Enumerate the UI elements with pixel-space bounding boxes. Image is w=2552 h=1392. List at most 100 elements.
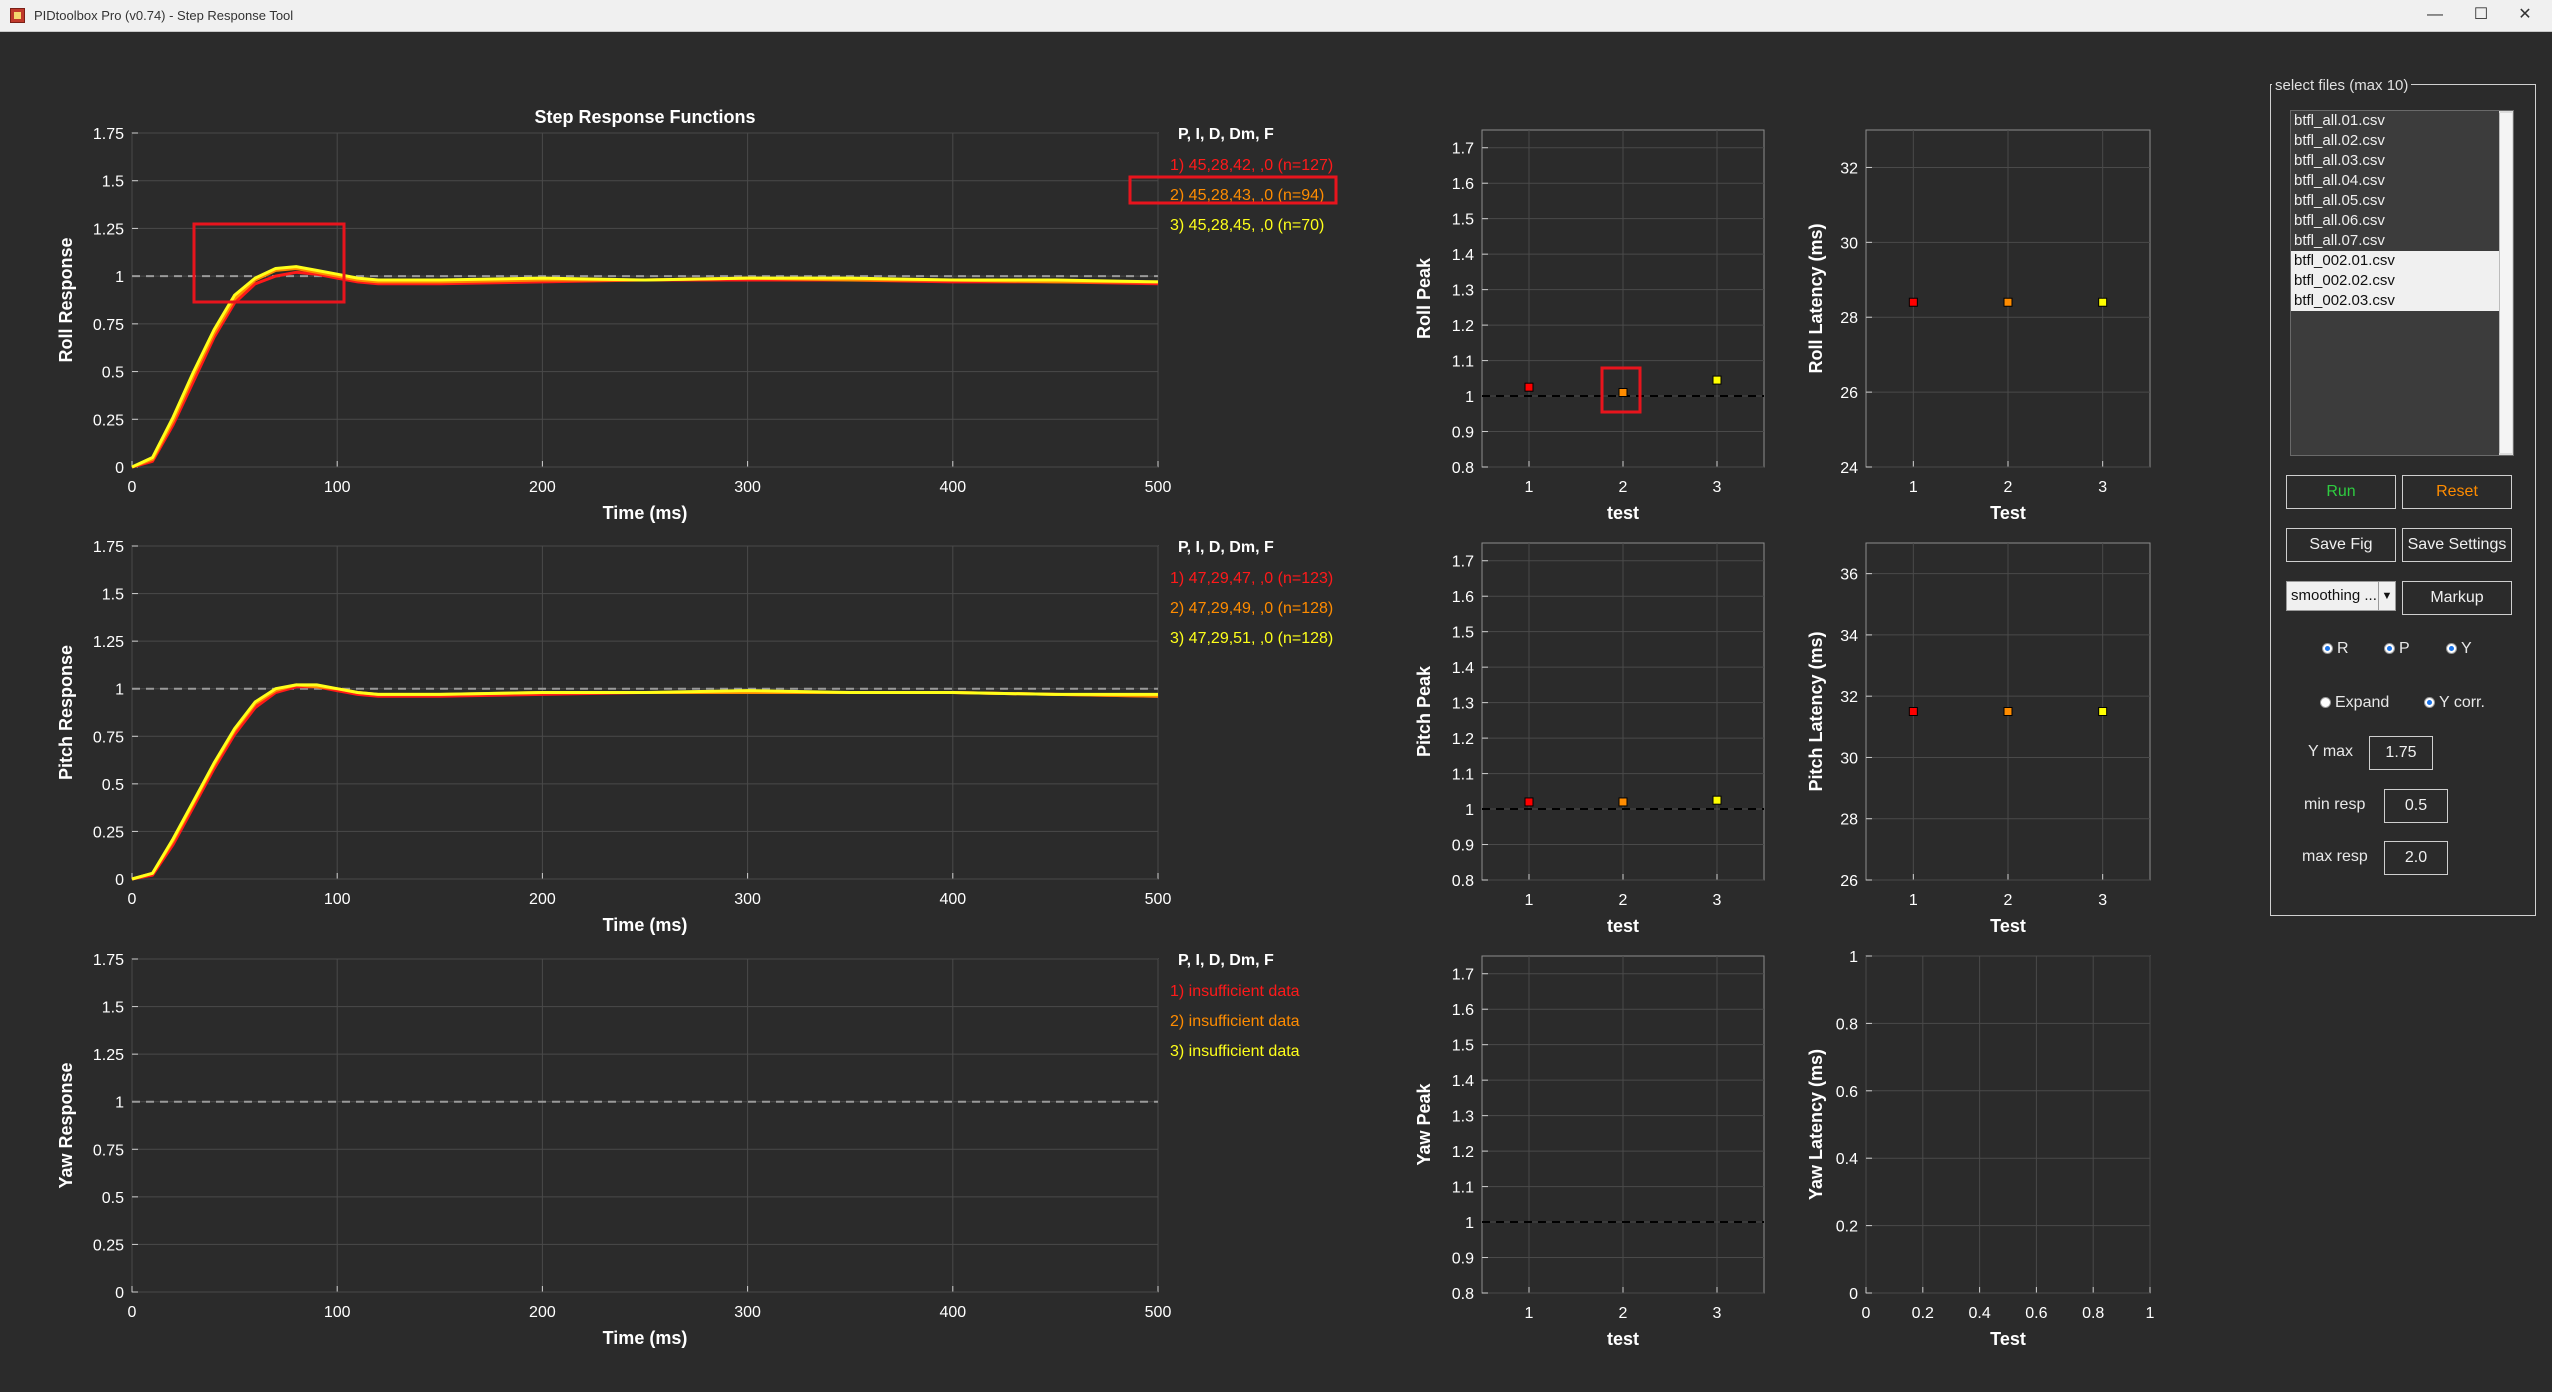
x-tick-label: 1 xyxy=(1525,479,1534,496)
y-tick-label: 0 xyxy=(115,1285,124,1302)
y-tick-label: 1.4 xyxy=(1452,247,1474,264)
legend-entry-3: 3) 47,29,51, ,0 (n=128) xyxy=(1170,630,1333,647)
x-axis-label: test xyxy=(1607,1329,1639,1349)
panel-title: select files (max 10) xyxy=(2272,77,2412,94)
y-tick-label: 0.8 xyxy=(1452,460,1474,477)
y-tick-label: 1 xyxy=(1465,802,1474,819)
y-tick-label: 1 xyxy=(1465,389,1474,406)
title-bar: PIDtoolbox Pro (v0.74) - Step Response T… xyxy=(0,0,2552,32)
file-list-item[interactable]: btfl_all.02.csv xyxy=(2294,132,2385,149)
file-list-item[interactable]: btfl_002.03.csv xyxy=(2291,291,2513,311)
y-tick-label: 0.8 xyxy=(1836,1016,1858,1033)
max-resp-input[interactable]: 2.0 xyxy=(2384,841,2448,875)
y-tick-label: 34 xyxy=(1840,628,1858,645)
plot-area xyxy=(1865,955,2151,1294)
x-tick-label: 1 xyxy=(2146,1305,2155,1322)
data-marker-2 xyxy=(2003,297,2013,307)
x-tick-label: 0.8 xyxy=(2082,1305,2104,1322)
reset-button[interactable]: Reset xyxy=(2402,475,2512,509)
file-list-item[interactable]: btfl_all.01.csv xyxy=(2294,112,2385,129)
expand-checkbox[interactable]: Expand xyxy=(2320,694,2389,712)
x-tick-label: 200 xyxy=(529,479,556,496)
run-button[interactable]: Run xyxy=(2286,475,2396,509)
x-axis-label: Test xyxy=(1990,1329,2026,1349)
file-list[interactable]: btfl_all.01.csv btfl_all.02.csv btfl_all.0… xyxy=(2290,110,2514,456)
file-list-item[interactable]: btfl_002.01.csv xyxy=(2291,251,2513,271)
min-resp-input[interactable]: 0.5 xyxy=(2384,789,2448,823)
chevron-down-icon[interactable]: ▼ xyxy=(2378,582,2395,610)
response-curve-3 xyxy=(131,683,1158,881)
radio-r-dot[interactable] xyxy=(2322,643,2333,654)
expand-dot[interactable] xyxy=(2320,697,2331,708)
data-marker-1 xyxy=(1524,382,1534,392)
y-tick-label: 1.75 xyxy=(93,952,124,969)
ymax-input[interactable]: 1.75 xyxy=(2369,736,2433,770)
legend-header: P, I, D, Dm, F xyxy=(1178,952,1274,969)
x-tick-label: 100 xyxy=(324,479,351,496)
x-tick-label: 2 xyxy=(1619,479,1628,496)
minimize-button[interactable]: — xyxy=(2427,6,2443,23)
x-tick-label: 0.2 xyxy=(1912,1305,1934,1322)
radio-p[interactable]: P xyxy=(2384,640,2410,658)
x-axis-label: test xyxy=(1607,503,1639,523)
x-axis-label: Time (ms) xyxy=(603,1328,688,1348)
y-tick-label: 1 xyxy=(115,1095,124,1112)
legend-header: P, I, D, Dm, F xyxy=(1178,539,1274,556)
y-tick-label: 32 xyxy=(1840,160,1858,177)
legend-entry-2: 2) insufficient data xyxy=(1170,1013,1300,1030)
save-settings-button[interactable]: Save Settings xyxy=(2402,528,2512,562)
plot-area xyxy=(131,545,1159,880)
y-tick-label: 0.8 xyxy=(1452,873,1474,890)
scroll-thumb[interactable] xyxy=(2499,113,2512,453)
save-fig-button[interactable]: Save Fig xyxy=(2286,528,2396,562)
file-list-item[interactable]: btfl_all.04.csv xyxy=(2294,172,2385,189)
max-resp-label: max resp xyxy=(2302,848,2368,865)
file-list-item[interactable]: btfl_all.03.csv xyxy=(2294,152,2385,169)
markup-box-overshoot xyxy=(192,222,346,304)
y-tick-label: 0.75 xyxy=(93,317,124,334)
data-marker-1 xyxy=(1908,707,1918,716)
ycorr-dot[interactable] xyxy=(2424,697,2435,708)
radio-r[interactable]: R xyxy=(2322,640,2349,658)
y-tick-label: 28 xyxy=(1840,310,1858,327)
y-tick-label: 0 xyxy=(115,460,124,477)
y-tick-label: 1.2 xyxy=(1452,1144,1474,1161)
y-tick-label: 1.7 xyxy=(1452,141,1474,158)
min-resp-label: min resp xyxy=(2304,796,2366,813)
radio-y[interactable]: Y xyxy=(2446,640,2472,658)
maximize-button[interactable]: ☐ xyxy=(2473,6,2489,23)
file-list-item[interactable]: btfl_all.06.csv xyxy=(2294,212,2385,229)
legend-entry-1: 1) 47,29,47, ,0 (n=123) xyxy=(1170,570,1333,587)
file-list-item[interactable]: btfl_002.02.csv xyxy=(2291,271,2513,291)
x-tick-label: 3 xyxy=(2098,479,2107,496)
file-list-scrollbar[interactable] xyxy=(2499,111,2513,455)
close-button[interactable]: ✕ xyxy=(2518,6,2532,23)
data-marker-1 xyxy=(1908,297,1918,307)
x-tick-label: 300 xyxy=(734,891,761,908)
smoothing-select[interactable]: smoothing ... ▼ xyxy=(2286,581,2396,611)
y-tick-label: 1.75 xyxy=(93,126,124,143)
y-tick-label: 0.5 xyxy=(102,365,124,382)
y-tick-label: 0.25 xyxy=(93,1237,124,1254)
y-tick-label: 0.4 xyxy=(1836,1151,1858,1168)
data-marker-3 xyxy=(2098,707,2108,716)
file-list-item[interactable]: btfl_all.07.csv xyxy=(2294,232,2385,249)
y-tick-label: 36 xyxy=(1840,567,1858,584)
radio-y-dot[interactable] xyxy=(2446,643,2457,654)
y-tick-label: 1 xyxy=(1849,949,1858,966)
y-tick-label: 1.3 xyxy=(1452,1109,1474,1126)
x-tick-label: 0.6 xyxy=(2025,1305,2047,1322)
x-tick-label: 500 xyxy=(1145,479,1172,496)
x-tick-label: 400 xyxy=(939,891,966,908)
y-tick-label: 1.5 xyxy=(1452,625,1474,642)
legend-entry-1: 1) insufficient data xyxy=(1170,983,1300,1000)
y-tick-label: 0.5 xyxy=(102,1190,124,1207)
radio-p-dot[interactable] xyxy=(2384,643,2395,654)
y-tick-label: 1 xyxy=(1465,1215,1474,1232)
y-tick-label: 1.5 xyxy=(102,1000,124,1017)
y-axis-label: Roll Peak xyxy=(1414,257,1434,339)
y-tick-label: 24 xyxy=(1840,460,1858,477)
ycorr-checkbox[interactable]: Y corr. xyxy=(2424,694,2485,712)
file-list-item[interactable]: btfl_all.05.csv xyxy=(2294,192,2385,209)
markup-button[interactable]: Markup xyxy=(2402,581,2512,615)
